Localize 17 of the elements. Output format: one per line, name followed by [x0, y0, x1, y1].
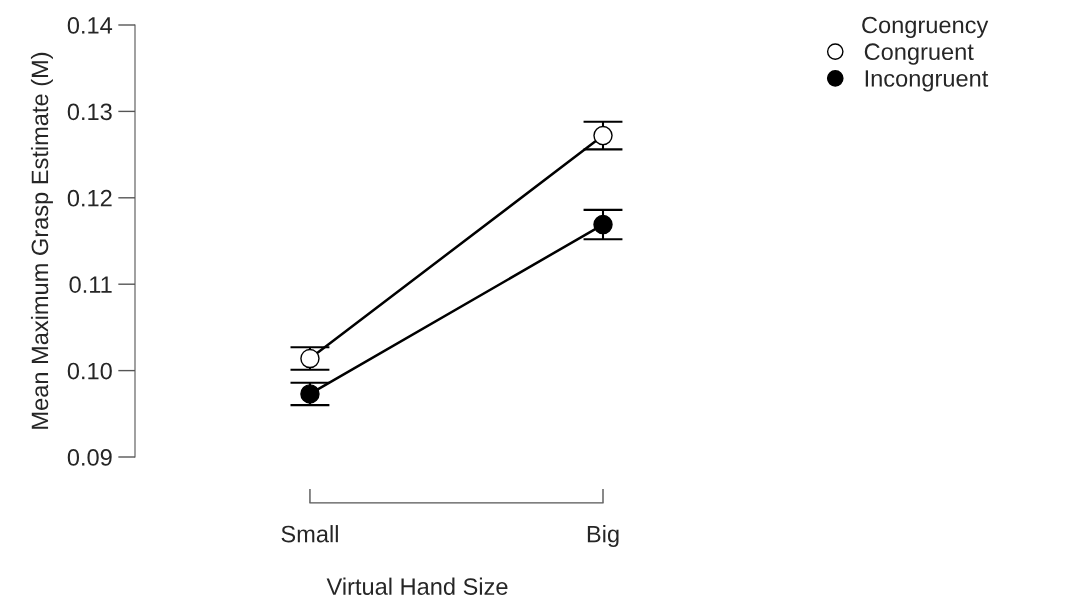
x-tick-label: Small [281, 525, 338, 543]
legend-label: Congruent [864, 43, 974, 65]
x-tick-label: Big [587, 525, 619, 548]
y-tick-label: 0.12 [67, 189, 112, 207]
y-axis-title: Mean Maximum Grasp Estimate (M) [30, 52, 53, 429]
point [593, 125, 613, 146]
legend-label: Incongruent [865, 70, 989, 92]
point [300, 348, 320, 369]
point [300, 384, 320, 404]
y-tick-label: 0.14 [67, 17, 113, 34]
x-axis-title: Virtual Hand Size [326, 577, 508, 595]
point [593, 214, 613, 235]
legend-title: Congruency [862, 16, 989, 39]
y-tick-label: 0.09 [67, 449, 112, 466]
y-tick-label: 0.11 [69, 276, 112, 293]
y-tick-label: 0.13 [67, 103, 112, 121]
y-tick-label: 0.10 [67, 362, 112, 380]
